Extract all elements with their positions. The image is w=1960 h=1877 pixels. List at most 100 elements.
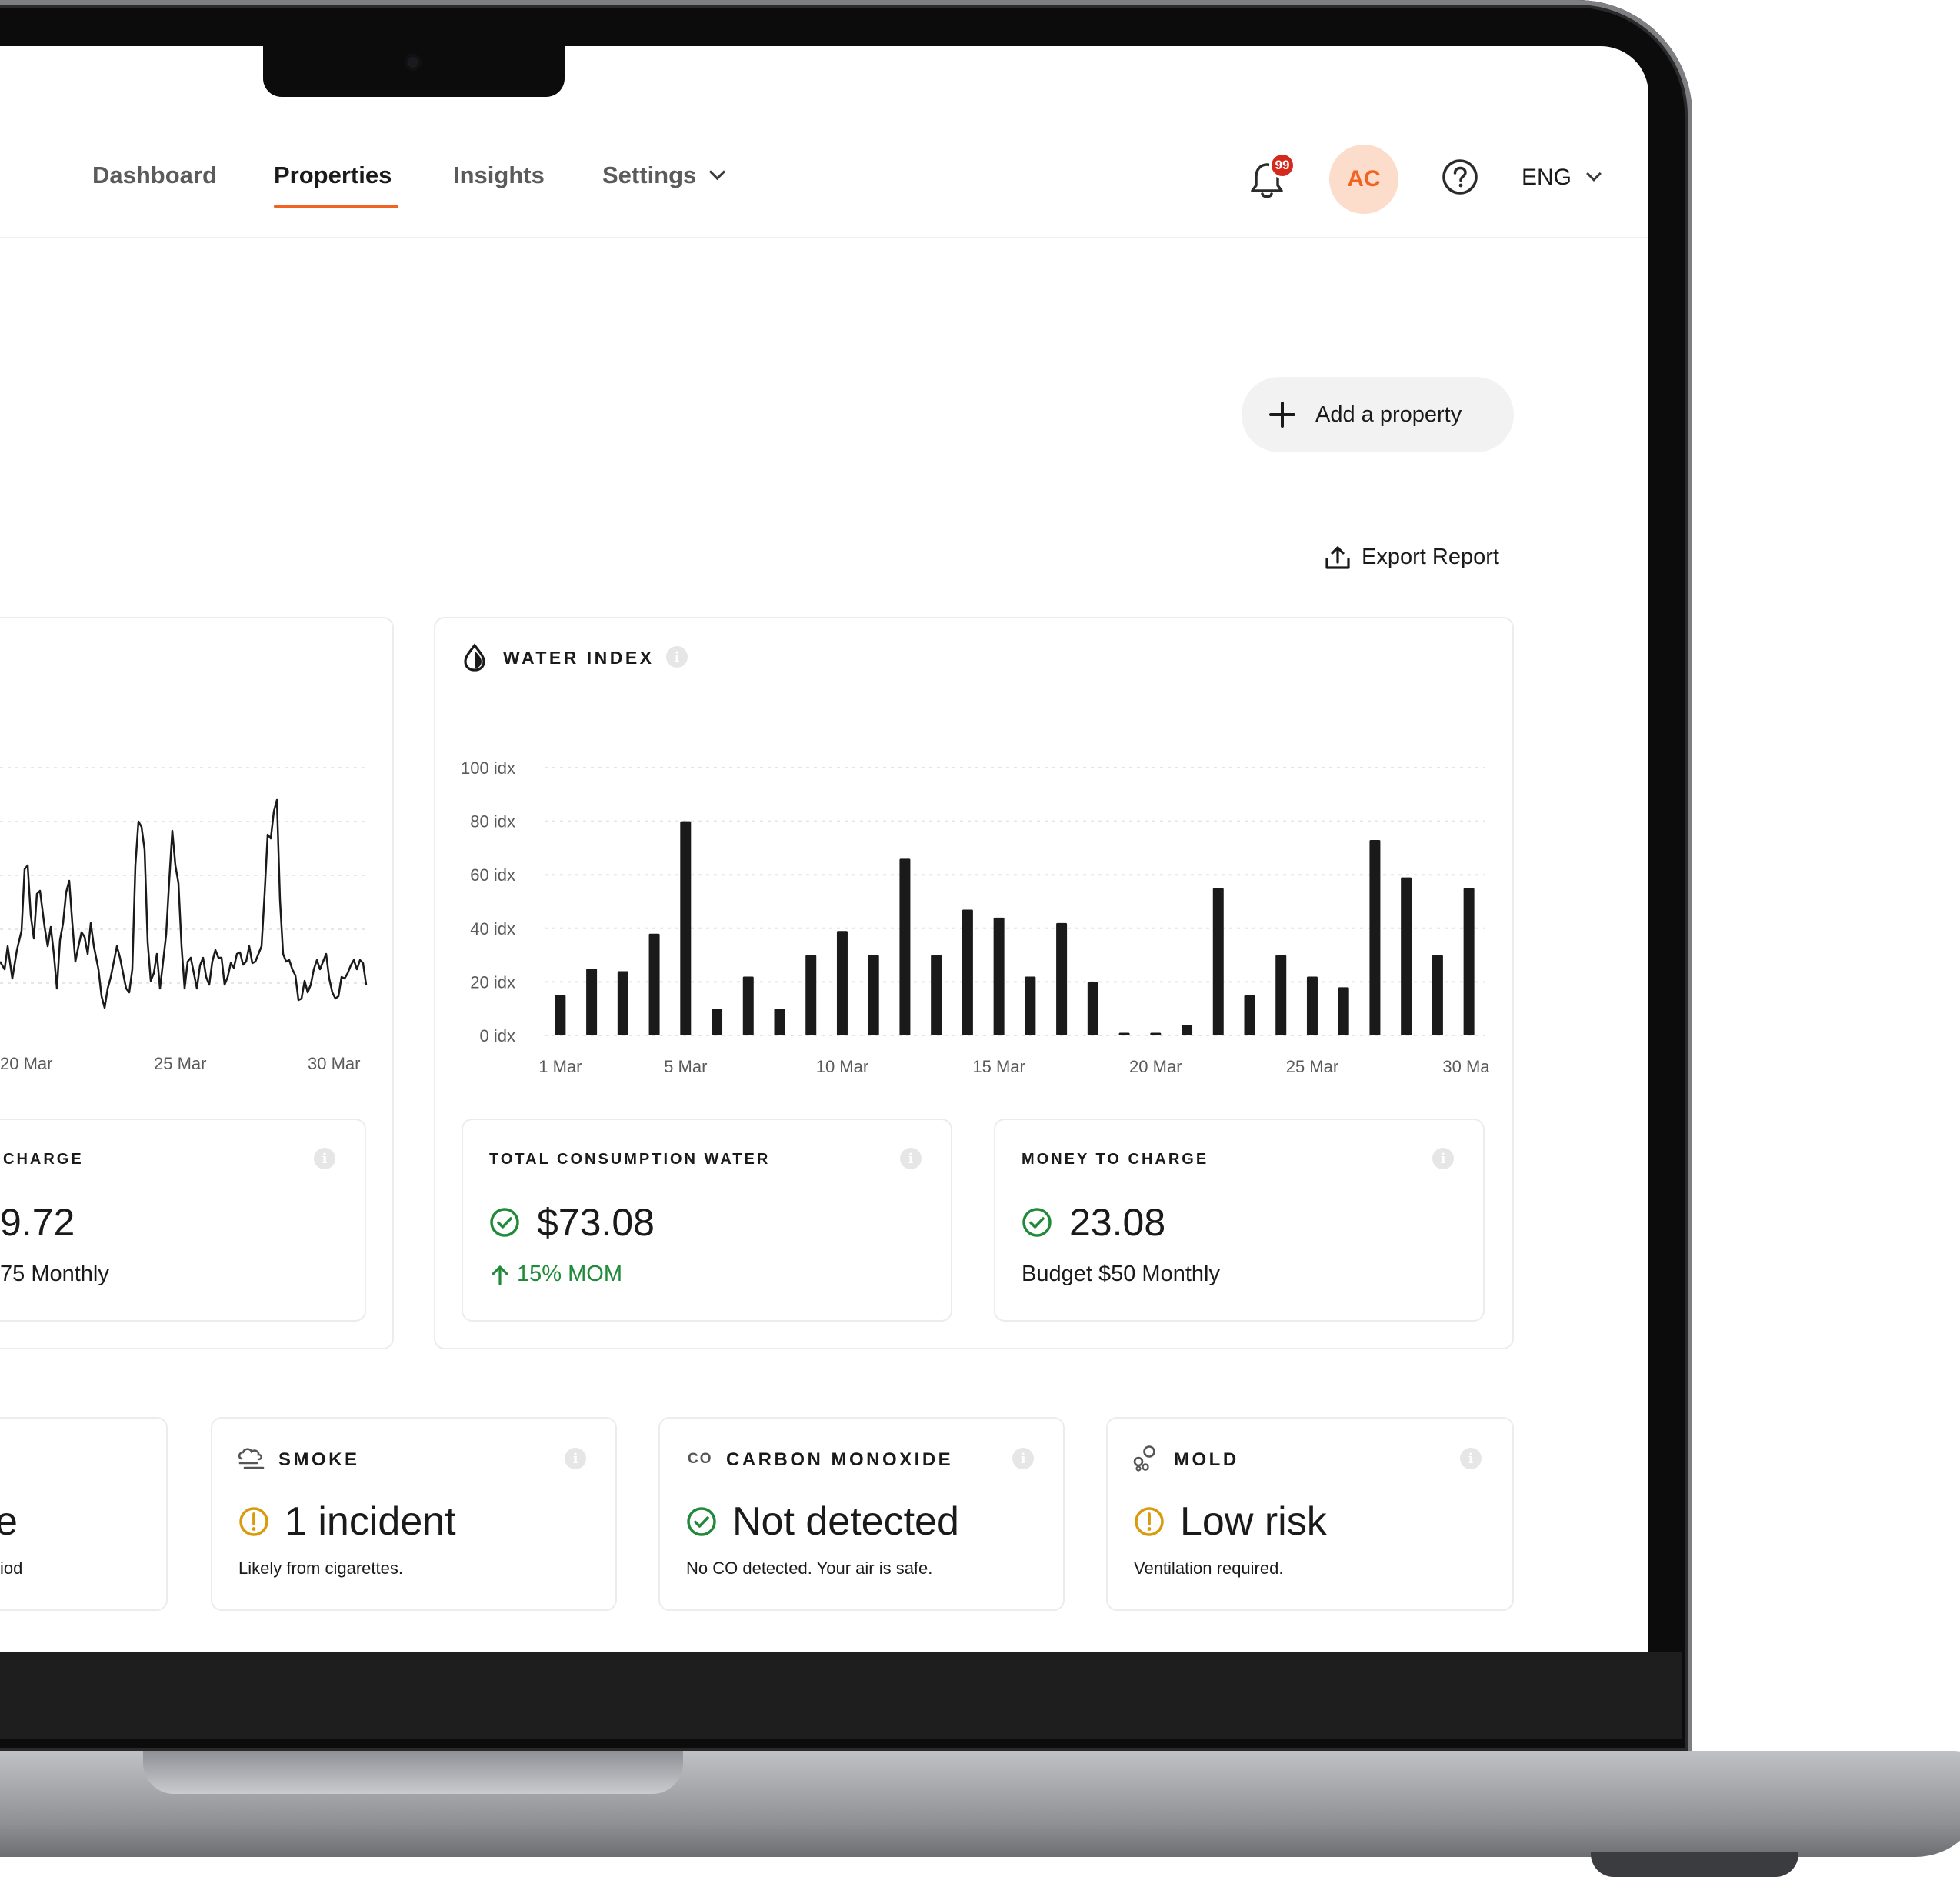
y-tick-label: 20 idx (470, 972, 515, 992)
language-label: ENG (1522, 165, 1572, 190)
bar[interactable] (1275, 955, 1287, 1035)
bar[interactable] (868, 955, 879, 1035)
bar[interactable] (680, 821, 692, 1035)
co-icon: CO (688, 1451, 713, 1467)
avatar[interactable]: AC (1329, 145, 1398, 214)
carbon-monoxide-sub: No CO detected. Your air is safe. (686, 1559, 933, 1578)
bar[interactable] (1432, 955, 1443, 1035)
chart-y-axis: 0 idx 20 idx 40 idx 60 idx 80 idx 100 idx (461, 758, 515, 1045)
bar[interactable] (836, 931, 848, 1035)
carbon-monoxide-value-label: Not detected (732, 1499, 959, 1544)
add-property-label: Add a property (1315, 402, 1462, 427)
bar[interactable] (1182, 1025, 1193, 1035)
check-circle-icon (1022, 1208, 1052, 1237)
bar[interactable] (1056, 922, 1068, 1035)
check-circle-icon (490, 1208, 519, 1237)
bar[interactable] (1150, 1032, 1162, 1035)
y-tick-label: 80 idx (470, 812, 515, 832)
total-consumption-amount: $73.08 (537, 1201, 655, 1244)
total-consumption-card (462, 1119, 952, 1322)
energy-x-tick: 30 Mar (308, 1054, 360, 1073)
notification-badge: 99 (1269, 152, 1295, 178)
chart-bars (555, 821, 1475, 1035)
carbon-monoxide-value: Not detected (686, 1499, 959, 1545)
language-selector[interactable]: ENG (1522, 165, 1602, 191)
total-consumption-value: $73.08 (489, 1200, 655, 1245)
info-icon[interactable]: i (666, 646, 688, 668)
smoke-value-label: 1 incident (285, 1499, 456, 1544)
sensor-partial-value: e (0, 1499, 18, 1544)
export-report-label: Export Report (1362, 545, 1499, 569)
carbon-monoxide-title: CARBON MONOXIDE (726, 1449, 954, 1470)
bar[interactable] (1306, 976, 1318, 1035)
smoke-title: SMOKE (278, 1449, 360, 1470)
info-icon[interactable]: i (1460, 1448, 1482, 1469)
x-tick-label: 30 Mar (1442, 1057, 1489, 1076)
money-to-charge-amount: 23.08 (1069, 1201, 1166, 1244)
info-icon[interactable]: i (1432, 1148, 1454, 1169)
water-drop-icon (464, 643, 485, 672)
bar[interactable] (586, 969, 598, 1035)
nav-settings-label: Settings (602, 162, 697, 188)
x-tick-label: 5 Mar (664, 1057, 707, 1076)
energy-line-chart (0, 767, 368, 1009)
info-icon[interactable]: i (314, 1148, 335, 1169)
bar[interactable] (1401, 877, 1412, 1035)
bar[interactable] (1025, 976, 1036, 1035)
y-tick-label: 100 idx (461, 758, 515, 778)
nav-insights[interactable]: Insights (453, 162, 545, 188)
energy-x-axis: 20 Mar 25 Mar 30 Mar (0, 1054, 360, 1073)
bar[interactable] (931, 955, 942, 1035)
energy-x-tick: 25 Mar (154, 1054, 206, 1073)
bar[interactable] (555, 995, 566, 1035)
bar[interactable] (742, 976, 754, 1035)
nav-dashboard[interactable]: Dashboard (92, 162, 217, 188)
info-icon[interactable]: i (1012, 1448, 1034, 1469)
plus-icon (1269, 402, 1295, 428)
bar[interactable] (1338, 987, 1349, 1035)
nav-settings[interactable]: Settings (602, 162, 726, 189)
carbon-monoxide-card (658, 1417, 1065, 1611)
money-to-charge-card (994, 1119, 1485, 1322)
bar[interactable] (1212, 888, 1224, 1035)
total-consumption-change-label: 15% MOM (517, 1262, 622, 1286)
laptop-foot (1591, 1852, 1798, 1877)
bar[interactable] (774, 1009, 785, 1035)
nav-properties[interactable]: Properties (274, 162, 392, 188)
warning-circle-icon (1135, 1507, 1164, 1536)
chart-x-axis: 1 Mar 5 Mar 10 Mar 15 Mar 20 Mar 25 Mar 30 Mar (538, 1057, 1489, 1076)
bar[interactable] (962, 909, 973, 1035)
x-tick-label: 10 Mar (816, 1057, 868, 1076)
total-consumption-change: 15% MOM (491, 1262, 622, 1287)
energy-x-tick: 20 Mar (0, 1054, 52, 1073)
info-icon[interactable]: i (565, 1448, 586, 1469)
smoke-card (211, 1417, 617, 1611)
nav-active-indicator (274, 205, 398, 208)
bar[interactable] (648, 933, 660, 1035)
y-tick-label: 40 idx (470, 919, 515, 938)
bar[interactable] (617, 971, 628, 1035)
bar[interactable] (1463, 888, 1475, 1035)
bar[interactable] (1118, 1032, 1130, 1035)
x-tick-label: 25 Mar (1286, 1057, 1338, 1076)
y-tick-label: 60 idx (470, 865, 515, 885)
info-icon[interactable]: i (900, 1148, 922, 1169)
bar[interactable] (805, 955, 817, 1035)
add-property-button[interactable]: Add a property (1242, 377, 1514, 452)
bar[interactable] (1244, 995, 1255, 1035)
bar[interactable] (1369, 839, 1381, 1035)
laptop-bezel-bottom (0, 1652, 1682, 1739)
bar[interactable] (712, 1009, 723, 1035)
energy-money-sub: 75 Monthly (0, 1262, 109, 1286)
energy-money-label: CHARGE (3, 1151, 84, 1168)
bar[interactable] (1087, 982, 1098, 1035)
bar[interactable] (993, 917, 1005, 1035)
mold-title: MOLD (1174, 1449, 1239, 1470)
total-consumption-label: TOTAL CONSUMPTION WATER (489, 1151, 771, 1168)
water-bar-chart: 0 idx 20 idx 40 idx 60 idx 80 idx 100 idx 1 M… (461, 758, 1489, 1076)
upload-icon (1325, 545, 1350, 569)
x-tick-label: 1 Mar (538, 1057, 582, 1076)
help-icon[interactable] (1442, 158, 1478, 195)
export-report-button[interactable]: Export Report (1325, 545, 1499, 570)
bar[interactable] (899, 858, 911, 1035)
